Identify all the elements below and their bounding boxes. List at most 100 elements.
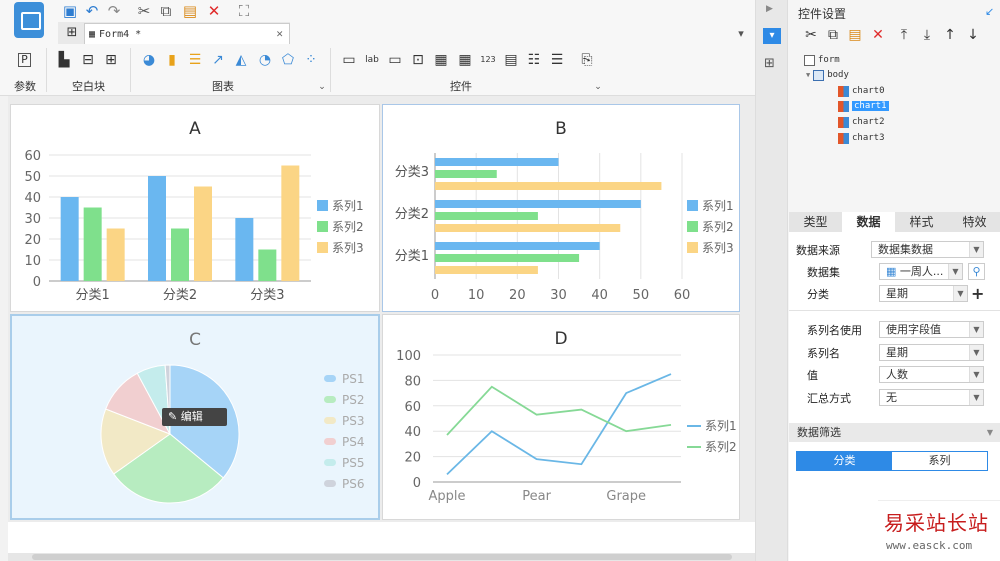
charts-more-icon[interactable]: ⌄: [318, 82, 326, 92]
radio-widget-icon[interactable]: ☰: [550, 52, 564, 68]
widgets-more-icon[interactable]: ⌄: [594, 82, 602, 92]
toggle-series[interactable]: 系列: [892, 452, 987, 470]
table-widget-icon[interactable]: ▦: [458, 52, 472, 68]
dataset-icon: ▦: [886, 265, 900, 278]
dropdown-widget-icon[interactable]: ⊡: [412, 52, 424, 68]
text-widget-icon[interactable]: ▭: [388, 52, 402, 68]
canvas-blank-area[interactable]: [8, 522, 755, 553]
gauge-chart-icon[interactable]: ◔: [258, 52, 272, 68]
chart-a[interactable]: A 0 10 20 30 40 50 60 分类1 分类2 分类3 系列1 系列2 系列3: [10, 104, 380, 312]
date-widget-icon[interactable]: ▦: [434, 52, 448, 68]
aggregation-select[interactable]: 无 ▼: [879, 389, 984, 406]
legend-label: 系列3: [332, 241, 364, 255]
panel-pin-icon[interactable]: ↙: [985, 5, 995, 18]
checkbox-widget-icon[interactable]: ☷: [527, 52, 541, 68]
watermark-url: www.easck.com: [886, 539, 973, 552]
component-list-icon[interactable]: ⊞: [764, 56, 775, 71]
tree-node-chart[interactable]: chart2: [838, 115, 885, 129]
tab-block-icon[interactable]: ⊟: [82, 52, 94, 68]
divider: [789, 310, 1000, 311]
tree-node-body-label: body: [827, 70, 849, 80]
redo-icon[interactable]: ↷: [107, 2, 121, 20]
collapse-icon[interactable]: ▼: [986, 428, 993, 437]
number-widget-icon[interactable]: 123: [480, 55, 496, 64]
button-widget-icon[interactable]: ▭: [342, 52, 356, 68]
x-tick-label: 分类3: [250, 288, 284, 303]
y-tick-label: 60: [404, 400, 421, 415]
panel-side-strip: ▶ ▾ ⊞: [756, 0, 788, 561]
move-top-icon[interactable]: ⤒: [900, 27, 908, 43]
chart-node-icon: [838, 100, 849, 112]
scrollbar-thumb[interactable]: [32, 554, 732, 560]
chart-d[interactable]: D 0 20 40 60 80 100 Apple Pear Grape 系列1 系列2: [382, 314, 740, 520]
design-canvas[interactable]: A 0 10 20 30 40 50 60 分类1 分类2 分类3 系列1 系列2 系列3 B 0 10…: [8, 96, 755, 561]
pie-chart-icon[interactable]: ◕: [142, 52, 156, 68]
tab-style[interactable]: 样式: [909, 215, 934, 229]
value-select[interactable]: 人数 ▼: [879, 366, 984, 383]
widget-settings-icon[interactable]: ▾: [763, 28, 781, 44]
tree-node-chart[interactable]: chart3: [838, 131, 885, 145]
paste-icon[interactable]: ▤: [182, 2, 198, 20]
move-down-icon[interactable]: ↓: [967, 27, 979, 43]
app-logo-icon[interactable]: [14, 2, 44, 38]
series-name-select[interactable]: 星期 ▼: [879, 344, 984, 361]
template-icon[interactable]: ⛶: [238, 2, 250, 20]
tree-node-body[interactable]: ▼ body: [806, 68, 849, 82]
collapse-arrow-icon[interactable]: ▶: [766, 4, 773, 14]
tab-effects[interactable]: 特效: [962, 215, 987, 229]
dataset-select[interactable]: ▦ 一周人... ▼: [879, 263, 963, 280]
y-tick-label: 10: [24, 254, 41, 269]
y-tick-label: 30: [24, 212, 41, 227]
legend-swatch: [324, 396, 336, 403]
tab-type[interactable]: 类型: [803, 215, 828, 229]
edit-button[interactable]: ✎ 编辑: [162, 408, 227, 426]
copy-icon[interactable]: ⧉: [828, 27, 838, 43]
file-widget-icon[interactable]: ⎘: [581, 52, 593, 68]
expand-icon[interactable]: ▼: [806, 71, 811, 79]
series-name-use-select[interactable]: 使用字段值 ▼: [879, 321, 984, 338]
legend-label: 系列1: [332, 199, 364, 213]
delete-icon[interactable]: ✕: [207, 2, 221, 20]
tree-node-chart[interactable]: chart0: [838, 84, 885, 98]
paste-icon[interactable]: ▤: [848, 27, 862, 43]
grid-tab-icon[interactable]: ⊞: [66, 25, 78, 40]
bar: [435, 254, 580, 262]
column-chart-icon[interactable]: ▮: [168, 52, 176, 68]
tab-menu-icon[interactable]: ▾: [738, 27, 744, 40]
tab-data[interactable]: 数据: [842, 212, 895, 232]
grid-block-icon[interactable]: ⊞: [105, 52, 117, 68]
area-chart-icon[interactable]: ◭: [235, 52, 247, 68]
move-up-icon[interactable]: ↑: [944, 27, 956, 43]
label-widget-icon[interactable]: lab: [365, 55, 379, 65]
move-bottom-icon[interactable]: ⤓: [923, 27, 931, 43]
category-select[interactable]: 星期 ▼: [879, 285, 968, 302]
group-label-blank: 空白块: [72, 80, 105, 93]
cut-icon[interactable]: ✂: [137, 2, 151, 20]
horizontal-scrollbar[interactable]: [8, 553, 755, 561]
source-select[interactable]: 数据集数据 ▼: [871, 241, 984, 258]
data-filter-header[interactable]: 数据筛选 ▼: [789, 423, 1000, 442]
tree-node-chart[interactable]: chart1: [838, 99, 889, 113]
property-tabs: 类型 数据 样式 特效: [789, 212, 1000, 232]
legend-item: PS5: [324, 452, 365, 473]
bar-chart-icon[interactable]: ☰: [188, 52, 202, 68]
copy-icon[interactable]: ⧉: [160, 2, 172, 20]
search-icon[interactable]: ⚲: [968, 263, 985, 280]
delete-icon[interactable]: ✕: [872, 27, 884, 43]
blank-block-icon[interactable]: ▙: [58, 52, 70, 68]
add-icon[interactable]: +: [971, 284, 985, 303]
scatter-chart-icon[interactable]: ⁘: [305, 52, 317, 68]
save-icon[interactable]: ▣: [62, 2, 78, 20]
close-tab-icon[interactable]: ✕: [276, 27, 283, 40]
textarea-widget-icon[interactable]: ▤: [504, 52, 518, 68]
line-chart-icon[interactable]: ↗: [212, 52, 224, 68]
cut-icon[interactable]: ✂: [805, 27, 817, 43]
chart-b[interactable]: B 0 10 20 30 40 50 60 分类1 分类2 分类3 系列1 系列2 系列3: [382, 104, 740, 312]
tab-form4[interactable]: ▦ Form4 * ✕: [84, 23, 290, 44]
toggle-category[interactable]: 分类: [797, 452, 892, 470]
tree-node-form[interactable]: form: [804, 53, 840, 67]
undo-icon[interactable]: ↶: [85, 2, 99, 20]
x-tick-label: 分类2: [163, 288, 197, 303]
radar-chart-icon[interactable]: ⬠: [281, 52, 295, 68]
param-icon[interactable]: P: [18, 53, 31, 67]
